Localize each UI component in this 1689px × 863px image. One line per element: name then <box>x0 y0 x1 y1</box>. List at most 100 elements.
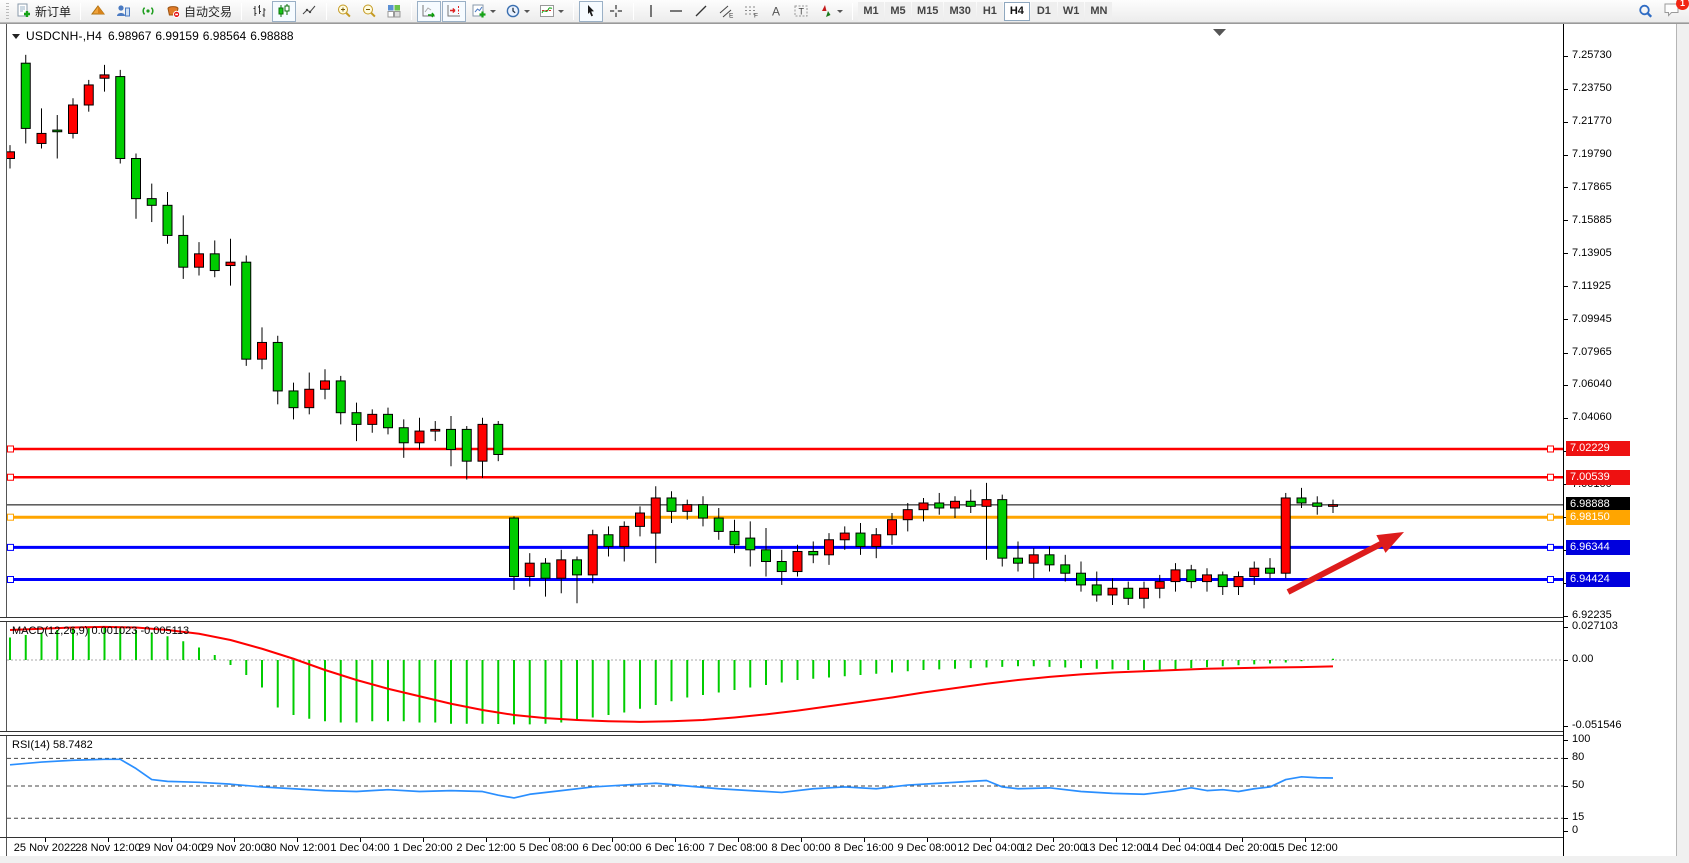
indicators-icon <box>539 3 555 19</box>
new-order-button[interactable]: 新订单 <box>12 1 75 22</box>
pane-separator[interactable] <box>0 617 1676 622</box>
tile-windows-button[interactable] <box>382 1 406 22</box>
candle-body <box>1091 584 1102 596</box>
candle-body <box>902 509 913 521</box>
time-tick <box>108 838 109 842</box>
candle-body <box>761 549 771 563</box>
search-button[interactable] <box>1633 1 1658 22</box>
rsi-axis-tick <box>1564 818 1568 819</box>
candle-body <box>1028 554 1039 564</box>
time-tick <box>45 838 46 842</box>
price-tick-label: 7.07965 <box>1572 346 1612 359</box>
fibonacci-button[interactable]: F <box>739 1 763 22</box>
hline-handle[interactable] <box>1547 575 1554 583</box>
chart-symbol: USDCNH-,H4 <box>26 29 103 43</box>
chat-button[interactable]: 1 <box>1659 0 1689 23</box>
candle-body <box>288 390 299 409</box>
hline-handle[interactable] <box>7 473 14 481</box>
annotation-arrow[interactable] <box>1286 536 1392 595</box>
price-tick-label: 7.11925 <box>1572 279 1611 292</box>
rsi-pane-canvas[interactable] <box>7 736 1563 837</box>
hline-handle[interactable] <box>1547 543 1554 551</box>
price-line-label: 7.02229 <box>1566 441 1630 457</box>
macd-pane-canvas[interactable] <box>7 622 1563 732</box>
annotation-arrow-head[interactable] <box>1376 532 1404 553</box>
time-label: 13 Dec 12:00 <box>1083 842 1149 854</box>
hline-handle[interactable] <box>7 575 14 583</box>
data-window-button[interactable] <box>111 1 135 22</box>
zoom-out-button[interactable] <box>357 1 381 22</box>
candle-body <box>698 504 708 519</box>
time-axis[interactable]: 25 Nov 2022 28 Nov 12:00 29 Nov 04:00 29 No… <box>7 838 1563 856</box>
horizontal-line-button[interactable] <box>664 1 688 22</box>
new-chart-button[interactable] <box>467 1 500 22</box>
hline-handle[interactable] <box>7 513 14 521</box>
timeframe-button-m1[interactable]: M1 <box>858 1 885 21</box>
price-tick-label: 7.06040 <box>1572 378 1612 391</box>
candle-body <box>225 261 236 267</box>
signals-button[interactable] <box>136 1 160 22</box>
candle-body <box>572 559 582 576</box>
tile-windows-icon <box>386 3 402 19</box>
separator <box>852 2 854 20</box>
indicators-button[interactable] <box>535 1 568 22</box>
hline-handle[interactable] <box>1547 513 1554 521</box>
chart-shift-button[interactable] <box>442 0 467 22</box>
collapse-icon[interactable] <box>12 33 20 43</box>
candle-body <box>619 525 630 547</box>
bar-chart-button[interactable] <box>247 1 271 22</box>
text-button[interactable]: A <box>764 1 788 22</box>
chart-shift-marker[interactable] <box>1213 29 1226 36</box>
timeframe-button-d1[interactable]: D1 <box>1030 1 1057 21</box>
line-chart-button[interactable] <box>297 1 321 22</box>
time-label: 8 Dec 00:00 <box>771 842 831 854</box>
price-tick <box>1564 352 1568 354</box>
price-tick <box>1564 615 1568 617</box>
candlestick-chart-button[interactable] <box>272 0 297 22</box>
candle-body <box>209 253 220 272</box>
timeframe-button-m15[interactable]: M15 <box>912 1 944 21</box>
equidistant-channel-button[interactable]: E <box>714 1 738 22</box>
arrows-button[interactable] <box>814 1 847 22</box>
candle-body <box>304 388 315 409</box>
price-axis-border <box>1563 24 1564 856</box>
timeframe-button-m30[interactable]: M30 <box>944 1 976 21</box>
hline-handle[interactable] <box>7 445 14 453</box>
price-tick <box>1564 319 1568 321</box>
separator <box>633 2 635 20</box>
periods-button[interactable] <box>501 1 534 22</box>
hline-handle[interactable] <box>7 543 14 551</box>
horizontal-line-icon <box>668 3 684 19</box>
timeframe-button-h4[interactable]: H4 <box>1003 1 1030 21</box>
time-label: 7 Dec 08:00 <box>708 842 768 854</box>
candle-body <box>887 519 897 536</box>
timeframe-button-m5[interactable]: M5 <box>885 1 912 21</box>
candle-body <box>934 502 945 509</box>
data-window-icon <box>115 3 131 19</box>
market-watch-button[interactable] <box>86 1 110 22</box>
price-axis[interactable]: 7.25730 7.23750 7.21770 7.19790 7.17865 7.158… <box>1564 24 1676 856</box>
time-tick <box>612 838 613 842</box>
trendline-button[interactable] <box>689 1 713 22</box>
pane-separator[interactable] <box>0 731 1676 736</box>
crosshair-button[interactable] <box>604 1 628 22</box>
cursor-button[interactable] <box>579 0 604 22</box>
zoom-in-button[interactable] <box>332 1 356 22</box>
auto-scroll-button[interactable] <box>417 0 442 22</box>
time-tick <box>171 838 172 842</box>
time-label: 14 Dec 04:00 <box>1146 842 1212 854</box>
time-label: 1 Dec 04:00 <box>330 842 390 854</box>
timeframe-button-mn[interactable]: MN <box>1085 1 1113 21</box>
timeframe-button-h1[interactable]: H1 <box>976 1 1003 21</box>
text-label-button[interactable]: T <box>789 1 813 22</box>
autotrade-button[interactable]: 自动交易 <box>161 1 236 22</box>
hline-handle[interactable] <box>1547 473 1554 481</box>
timeframe-button-w1[interactable]: W1 <box>1057 1 1085 21</box>
main-chart-canvas[interactable] <box>7 27 1563 621</box>
rsi-axis-label: 15 <box>1572 811 1585 823</box>
hline-handle[interactable] <box>1547 445 1554 453</box>
price-tick-label: 7.23750 <box>1572 82 1612 95</box>
time-label: 15 Dec 12:00 <box>1272 842 1338 854</box>
candle-body <box>1328 504 1338 507</box>
vertical-line-button[interactable] <box>639 1 663 22</box>
